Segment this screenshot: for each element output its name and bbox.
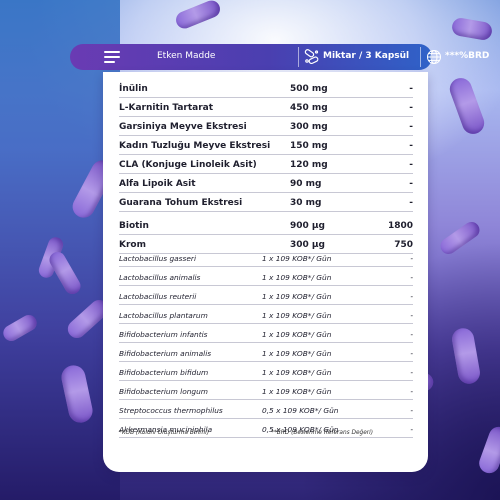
table-row: Streptococcus thermophilus 0,5 x 109 KOB*… xyxy=(119,400,413,419)
ingredient-amount: 1 x 109 KOB*/ Gün xyxy=(262,273,332,282)
ingredient-amount: 0,5 x 109 KOB*/ Gün xyxy=(262,425,339,434)
ingredient-amount: 1 x 109 KOB*/ Gün xyxy=(262,349,332,358)
ingredient-name: Krom xyxy=(119,240,146,250)
header-divider xyxy=(298,47,299,67)
ingredient-amount: 1 x 109 KOB*/ Gün xyxy=(262,311,332,320)
header-ingredient-label: Etken Madde xyxy=(157,51,216,61)
ingredient-amount: 1 x 109 KOB*/ Gün xyxy=(262,292,332,301)
ingredient-name: Bifidobacterium infantis xyxy=(119,330,208,339)
globe-icon xyxy=(427,50,441,64)
ingredient-brd: - xyxy=(410,387,413,396)
ingredient-brd: - xyxy=(409,103,413,113)
table-row: Lactobacillus gasseri 1 x 109 KOB*/ Gün - xyxy=(119,248,413,267)
ingredient-brd: - xyxy=(410,311,413,320)
ingredient-amount: 500 mg xyxy=(290,84,328,94)
ingredient-name: Bifidobacterium animalis xyxy=(119,349,212,358)
ingredient-name: Lactobacillus gasseri xyxy=(119,254,197,263)
nutrition-table: İnülin 500 mg - L-Karnitin Tartarat 450 mg - G… xyxy=(103,72,428,472)
ingredient-brd: - xyxy=(410,406,413,415)
ingredient-amount: 90 mg xyxy=(290,179,322,189)
ingredient-name: Alfa Lipoik Asit xyxy=(119,179,196,189)
ingredient-name: Lactobacillus reuterii xyxy=(119,292,197,301)
table-row: Kadın Tuzluğu Meyve Ekstresi 150 mg - xyxy=(119,136,413,155)
ingredient-amount: 1 x 109 KOB*/ Gün xyxy=(262,254,332,263)
ingredient-name: Bifidobacterium longum xyxy=(119,387,208,396)
table-header: Etken Madde Miktar / 3 Kapsül ***%BRD xyxy=(70,44,489,70)
ingredient-brd: 750 xyxy=(394,240,413,250)
table-row: Garsiniya Meyve Ekstresi 300 mg - xyxy=(119,117,413,136)
table-row: Bifidobacterium animalis 1 x 109 KOB*/ Gü… xyxy=(119,343,413,362)
ingredient-name: Bifidobacterium bifidum xyxy=(119,368,209,377)
footnote-brd: **BRD (Beslenme Referans Değeri) xyxy=(271,430,374,436)
header-amount-label: Miktar / 3 Kapsül xyxy=(323,51,410,61)
ingredient-amount: 1 x 109 KOB*/ Gün xyxy=(262,387,332,396)
ingredient-brd: - xyxy=(409,141,413,151)
ingredient-brd: - xyxy=(410,368,413,377)
ingredient-amount: 30 mg xyxy=(290,198,322,208)
ingredient-amount: 300 µg xyxy=(290,240,325,250)
ingredient-name: CLA (Konjuge Linoleik Asit) xyxy=(119,160,257,170)
ingredient-name: Lactobacillus animalis xyxy=(119,273,201,282)
footnote-kob: *KOB (Koloni Oluşturma Birimi) xyxy=(119,430,209,436)
ingredient-name: Akkermansia muciniphila xyxy=(119,425,213,434)
ingredient-brd: - xyxy=(409,198,413,208)
table-row: L-Karnitin Tartarat 450 mg - xyxy=(119,98,413,117)
table-row: Bifidobacterium longum 1 x 109 KOB*/ Gün - xyxy=(119,381,413,400)
table-row: İnülin 500 mg - xyxy=(119,79,413,98)
table-row: Krom 300 µg 750 xyxy=(119,235,413,254)
table-row: Bifidobacterium infantis 1 x 109 KOB*/ Gü… xyxy=(119,324,413,343)
table-row: Biotin 900 µg 1800 xyxy=(119,216,413,235)
header-divider xyxy=(420,47,421,67)
bacteria-decoration xyxy=(450,16,494,42)
menu-icon xyxy=(104,51,120,63)
ingredient-brd: - xyxy=(409,84,413,94)
table-row: Lactobacillus animalis 1 x 109 KOB*/ Gün - xyxy=(119,267,413,286)
ingredient-name: Streptococcus thermophilus xyxy=(119,406,223,415)
ingredient-amount: 1 x 109 KOB*/ Gün xyxy=(262,330,332,339)
ingredient-brd: - xyxy=(410,292,413,301)
table-row: Alfa Lipoik Asit 90 mg - xyxy=(119,174,413,193)
ingredient-amount: 300 mg xyxy=(290,122,328,132)
ingredient-name: Garsiniya Meyve Ekstresi xyxy=(119,122,247,132)
capsules-icon xyxy=(304,49,319,65)
ingredient-name: L-Karnitin Tartarat xyxy=(119,103,214,113)
table-row: Lactobacillus plantarum 1 x 109 KOB*/ Gün… xyxy=(119,305,413,324)
bacteria-decoration xyxy=(446,74,488,138)
ingredient-brd: - xyxy=(410,273,413,282)
ingredient-brd: - xyxy=(410,254,413,263)
ingredient-name: Biotin xyxy=(119,221,149,231)
bacteria-decoration xyxy=(173,0,223,31)
ingredient-brd: - xyxy=(410,425,413,434)
table-row: Guarana Tohum Ekstresi 30 mg - xyxy=(119,193,413,212)
ingredient-name: İnülin xyxy=(119,84,148,94)
ingredient-amount: 150 mg xyxy=(290,141,328,151)
ingredient-name: Kadın Tuzluğu Meyve Ekstresi xyxy=(119,141,271,151)
ingredient-brd: 1800 xyxy=(387,221,413,231)
ingredient-brd: - xyxy=(409,122,413,132)
ingredient-amount: 900 µg xyxy=(290,221,325,231)
ingredient-brd: - xyxy=(409,160,413,170)
ingredient-amount: 0,5 x 109 KOB*/ Gün xyxy=(262,406,339,415)
ingredient-brd: - xyxy=(410,349,413,358)
ingredient-name: Lactobacillus plantarum xyxy=(119,311,208,320)
table-row: Bifidobacterium bifidum 1 x 109 KOB*/ Gün… xyxy=(119,362,413,381)
header-brd-label: ***%BRD xyxy=(445,51,490,61)
table-row: Lactobacillus reuterii 1 x 109 KOB*/ Gün - xyxy=(119,286,413,305)
ingredient-brd: - xyxy=(409,179,413,189)
ingredient-amount: 1 x 109 KOB*/ Gün xyxy=(262,368,332,377)
ingredient-amount: 450 mg xyxy=(290,103,328,113)
table-row: CLA (Konjuge Linoleik Asit) 120 mg - xyxy=(119,155,413,174)
ingredient-name: Guarana Tohum Ekstresi xyxy=(119,198,243,208)
table-row: Akkermansia muciniphila 0,5 x 109 KOB*/ G… xyxy=(119,419,413,438)
ingredient-brd: - xyxy=(410,330,413,339)
ingredient-amount: 120 mg xyxy=(290,160,328,170)
